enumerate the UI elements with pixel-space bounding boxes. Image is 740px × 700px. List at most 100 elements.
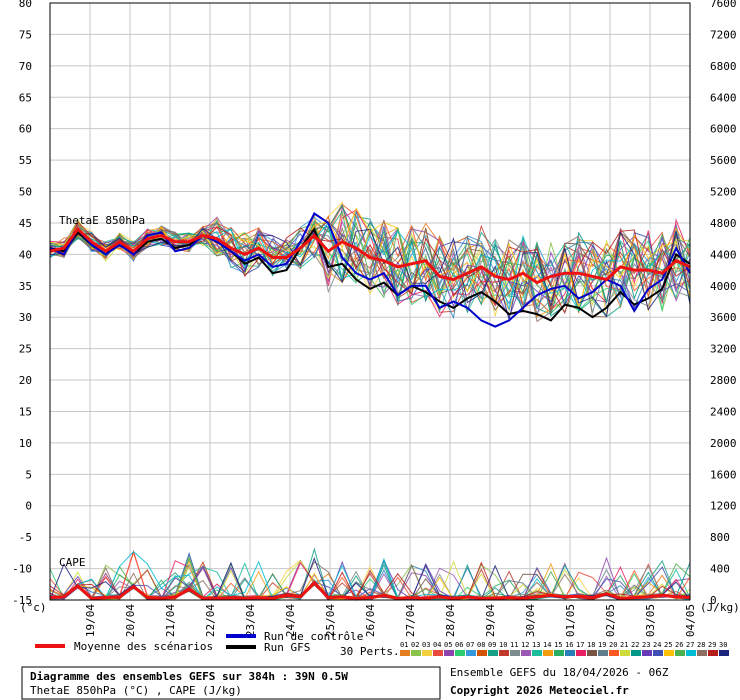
info-title: Diagramme des ensembles GEFS sur 384h : … bbox=[30, 670, 348, 683]
gfs-thetae-line bbox=[49, 227, 691, 322]
member-swatch bbox=[620, 650, 630, 656]
x-tick-label: 25/04 bbox=[324, 604, 337, 637]
y-tick-label-left: 40 bbox=[19, 248, 32, 261]
x-tick-label: 20/04 bbox=[124, 604, 137, 637]
y-tick-label-left: -15 bbox=[12, 594, 32, 607]
y-tick-label-right: 3600 bbox=[710, 311, 737, 324]
x-tick-label: 27/04 bbox=[404, 604, 417, 637]
y-tick-label-left: 55 bbox=[19, 154, 32, 167]
y-axis-right: 7600720068006400600056005200480044004000… bbox=[710, 0, 737, 607]
member-swatch bbox=[664, 650, 674, 656]
member-number: 28 bbox=[697, 641, 705, 649]
member-swatch bbox=[543, 650, 553, 656]
mean-cape-line bbox=[49, 580, 691, 600]
member-number: 25 bbox=[664, 641, 672, 649]
member-swatch bbox=[477, 650, 487, 656]
member-thetae-line bbox=[49, 216, 691, 318]
member-swatch bbox=[598, 650, 608, 656]
member-swatch bbox=[642, 650, 652, 656]
run-info: Ensemble GEFS du 18/04/2026 - 06Z bbox=[450, 666, 669, 679]
member-swatch bbox=[631, 650, 641, 656]
x-tick-label: 28/04 bbox=[444, 604, 457, 637]
member-number: 30 bbox=[719, 641, 727, 649]
x-tick-label: 21/04 bbox=[164, 604, 177, 637]
member-swatch bbox=[444, 650, 454, 656]
y-tick-label-left: -10 bbox=[12, 563, 32, 576]
y-tick-label-left: 60 bbox=[19, 123, 32, 136]
y-tick-label-right: 0 bbox=[710, 594, 717, 607]
y-tick-label-left: 35 bbox=[19, 280, 32, 293]
y-tick-label-left: 45 bbox=[19, 217, 32, 230]
member-swatch bbox=[466, 650, 476, 656]
member-swatch bbox=[719, 650, 729, 656]
member-thetae-line bbox=[49, 227, 691, 320]
y-tick-label-left: 70 bbox=[19, 60, 32, 73]
member-number: 27 bbox=[686, 641, 694, 649]
y-tick-label-right: 1200 bbox=[710, 500, 737, 513]
member-legend: 01 02 03 04 05 06 07 08 09 10 11 12 13 14 15 16 17 18 19 20… bbox=[400, 641, 729, 656]
thetae-panel-label: ThetaE 850hPa bbox=[59, 214, 145, 227]
y-tick-label-right: 2400 bbox=[710, 405, 737, 418]
member-number: 09 bbox=[488, 641, 496, 649]
main-series bbox=[49, 212, 691, 600]
x-axis: 19/04 20/04 21/04 22/04 23/04 24/04 25/04 26/04… bbox=[84, 604, 697, 637]
y-tick-label-right: 4800 bbox=[710, 217, 737, 230]
member-number: 24 bbox=[653, 641, 661, 649]
member-swatch bbox=[675, 650, 685, 656]
member-swatch bbox=[653, 650, 663, 656]
member-number: 02 bbox=[411, 641, 419, 649]
y-tick-label-left: 10 bbox=[19, 437, 32, 450]
info-subtitle: ThetaE 850hPa (°C) , CAPE (J/kg) bbox=[30, 684, 242, 697]
info-box bbox=[21, 666, 441, 700]
member-swatch bbox=[708, 650, 718, 656]
member-number: 05 bbox=[444, 641, 452, 649]
y-tick-label-right: 3200 bbox=[710, 343, 737, 356]
right-unit-label: (J/kg) bbox=[700, 601, 740, 614]
y-tick-label-left: -5 bbox=[19, 531, 32, 544]
y-tick-label-right: 6800 bbox=[710, 60, 737, 73]
member-number: 11 bbox=[510, 641, 518, 649]
x-tick-label: 26/04 bbox=[364, 604, 377, 637]
member-number: 23 bbox=[642, 641, 650, 649]
member-number: 18 bbox=[587, 641, 595, 649]
member-swatch bbox=[554, 650, 564, 656]
x-tick-label: 24/04 bbox=[284, 604, 297, 637]
y-tick-label-right: 5600 bbox=[710, 154, 737, 167]
member-number: 22 bbox=[631, 641, 639, 649]
member-number: 19 bbox=[598, 641, 606, 649]
member-swatch bbox=[609, 650, 619, 656]
legend-control-label: Run de contrôle bbox=[264, 630, 363, 643]
legend-gfs-label: Run GFS bbox=[264, 641, 310, 654]
member-swatch bbox=[422, 650, 432, 656]
member-swatch bbox=[686, 650, 696, 656]
member-number: 08 bbox=[477, 641, 485, 649]
y-tick-label-left: 5 bbox=[25, 468, 32, 481]
y-tick-label-left: 80 bbox=[19, 0, 32, 10]
member-number: 03 bbox=[422, 641, 430, 649]
member-number: 12 bbox=[521, 641, 529, 649]
member-swatch bbox=[488, 650, 498, 656]
y-tick-label-right: 2000 bbox=[710, 437, 737, 450]
member-number: 29 bbox=[708, 641, 716, 649]
y-tick-label-left: 25 bbox=[19, 343, 32, 356]
member-number: 17 bbox=[576, 641, 584, 649]
x-tick-label: 19/04 bbox=[84, 604, 97, 637]
x-tick-label: 29/04 bbox=[484, 604, 497, 637]
member-number: 15 bbox=[554, 641, 562, 649]
y-tick-label-left: 30 bbox=[19, 311, 32, 324]
x-tick-label: 23/04 bbox=[244, 604, 257, 637]
y-tick-label-right: 7600 bbox=[710, 0, 737, 10]
y-tick-label-right: 6000 bbox=[710, 123, 737, 136]
member-swatch bbox=[433, 650, 443, 656]
member-number: 14 bbox=[543, 641, 551, 649]
left-unit-label: (°c) bbox=[20, 601, 47, 614]
member-swatch bbox=[697, 650, 707, 656]
member-number: 21 bbox=[620, 641, 628, 649]
member-number: 07 bbox=[466, 641, 474, 649]
member-swatch bbox=[411, 650, 421, 656]
member-swatch bbox=[532, 650, 542, 656]
x-tick-label: 01/05 bbox=[564, 604, 577, 637]
member-number: 10 bbox=[499, 641, 507, 649]
